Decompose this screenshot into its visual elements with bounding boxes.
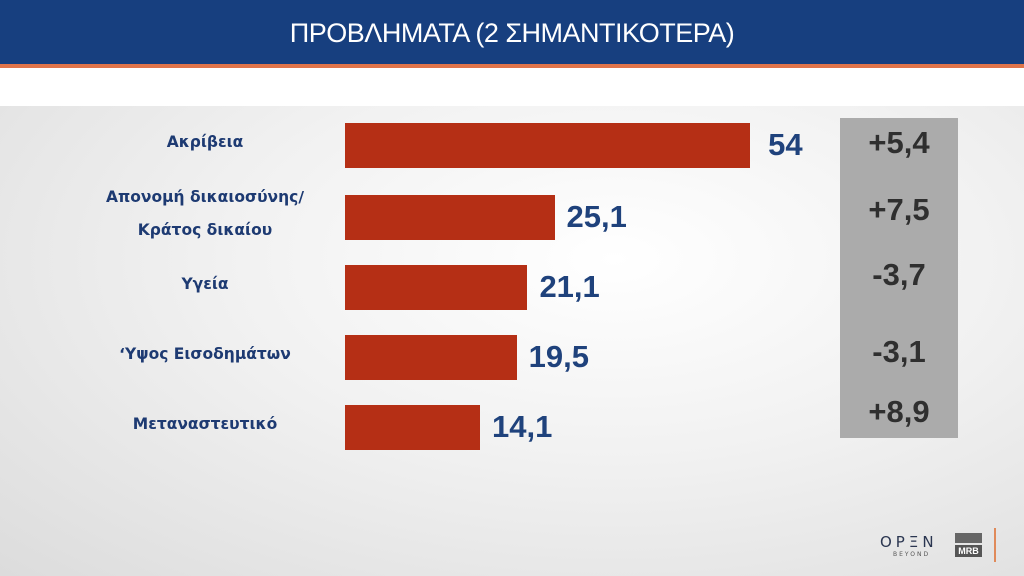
bar bbox=[345, 405, 481, 450]
category-label: ‘Υψος Εισοδημάτων bbox=[60, 338, 350, 371]
category-label: Ακρίβεια bbox=[60, 126, 350, 159]
value-label: 14,1 bbox=[492, 409, 553, 444]
change-label: +8,9 bbox=[868, 394, 930, 429]
bar bbox=[345, 265, 528, 310]
change-label: -3,1 bbox=[872, 334, 926, 369]
category-label-line: ‘Υψος Εισοδημάτων bbox=[119, 345, 291, 363]
category-label-line: Ακρίβεια bbox=[166, 133, 244, 151]
category-label: Απονομή δικαιοσύνης/Κράτος δικαίου bbox=[60, 181, 350, 247]
category-label-line: Μεταναστευτικό bbox=[132, 415, 278, 433]
category-label: Μεταναστευτικό bbox=[60, 408, 350, 441]
category-label: Υγεία bbox=[60, 268, 350, 301]
bar bbox=[345, 335, 517, 380]
change-label: +7,5 bbox=[868, 192, 930, 227]
change-label: -3,7 bbox=[872, 257, 926, 292]
value-label: 19,5 bbox=[528, 339, 589, 374]
open-logo: ΟΡΞΝ bbox=[880, 533, 938, 551]
category-label-line: Απονομή δικαιοσύνης/ bbox=[106, 187, 304, 206]
accent-divider bbox=[0, 64, 1024, 68]
bar bbox=[345, 123, 751, 168]
mrb-logo: MRB bbox=[955, 533, 982, 557]
category-label-line: Υγεία bbox=[181, 275, 229, 293]
change-column-background bbox=[840, 118, 958, 438]
white-strip bbox=[0, 68, 1024, 106]
bar bbox=[345, 195, 555, 240]
header-bar: ΠΡΟΒΛΗΜΑΤΑ (2 ΣΗΜΑΝΤΙΚΟΤΕΡΑ) bbox=[0, 0, 1024, 64]
open-logo-subtitle: BEYOND bbox=[893, 551, 931, 558]
logo-divider bbox=[994, 528, 996, 562]
value-label: 21,1 bbox=[539, 269, 600, 304]
category-label-line: Κράτος δικαίου bbox=[137, 220, 273, 239]
chart-title: ΠΡΟΒΛΗΜΑΤΑ (2 ΣΗΜΑΝΤΙΚΟΤΕΡΑ) bbox=[289, 18, 735, 48]
value-label: 25,1 bbox=[566, 199, 627, 234]
value-label: 54 bbox=[768, 127, 803, 162]
change-label: +5,4 bbox=[868, 125, 930, 160]
